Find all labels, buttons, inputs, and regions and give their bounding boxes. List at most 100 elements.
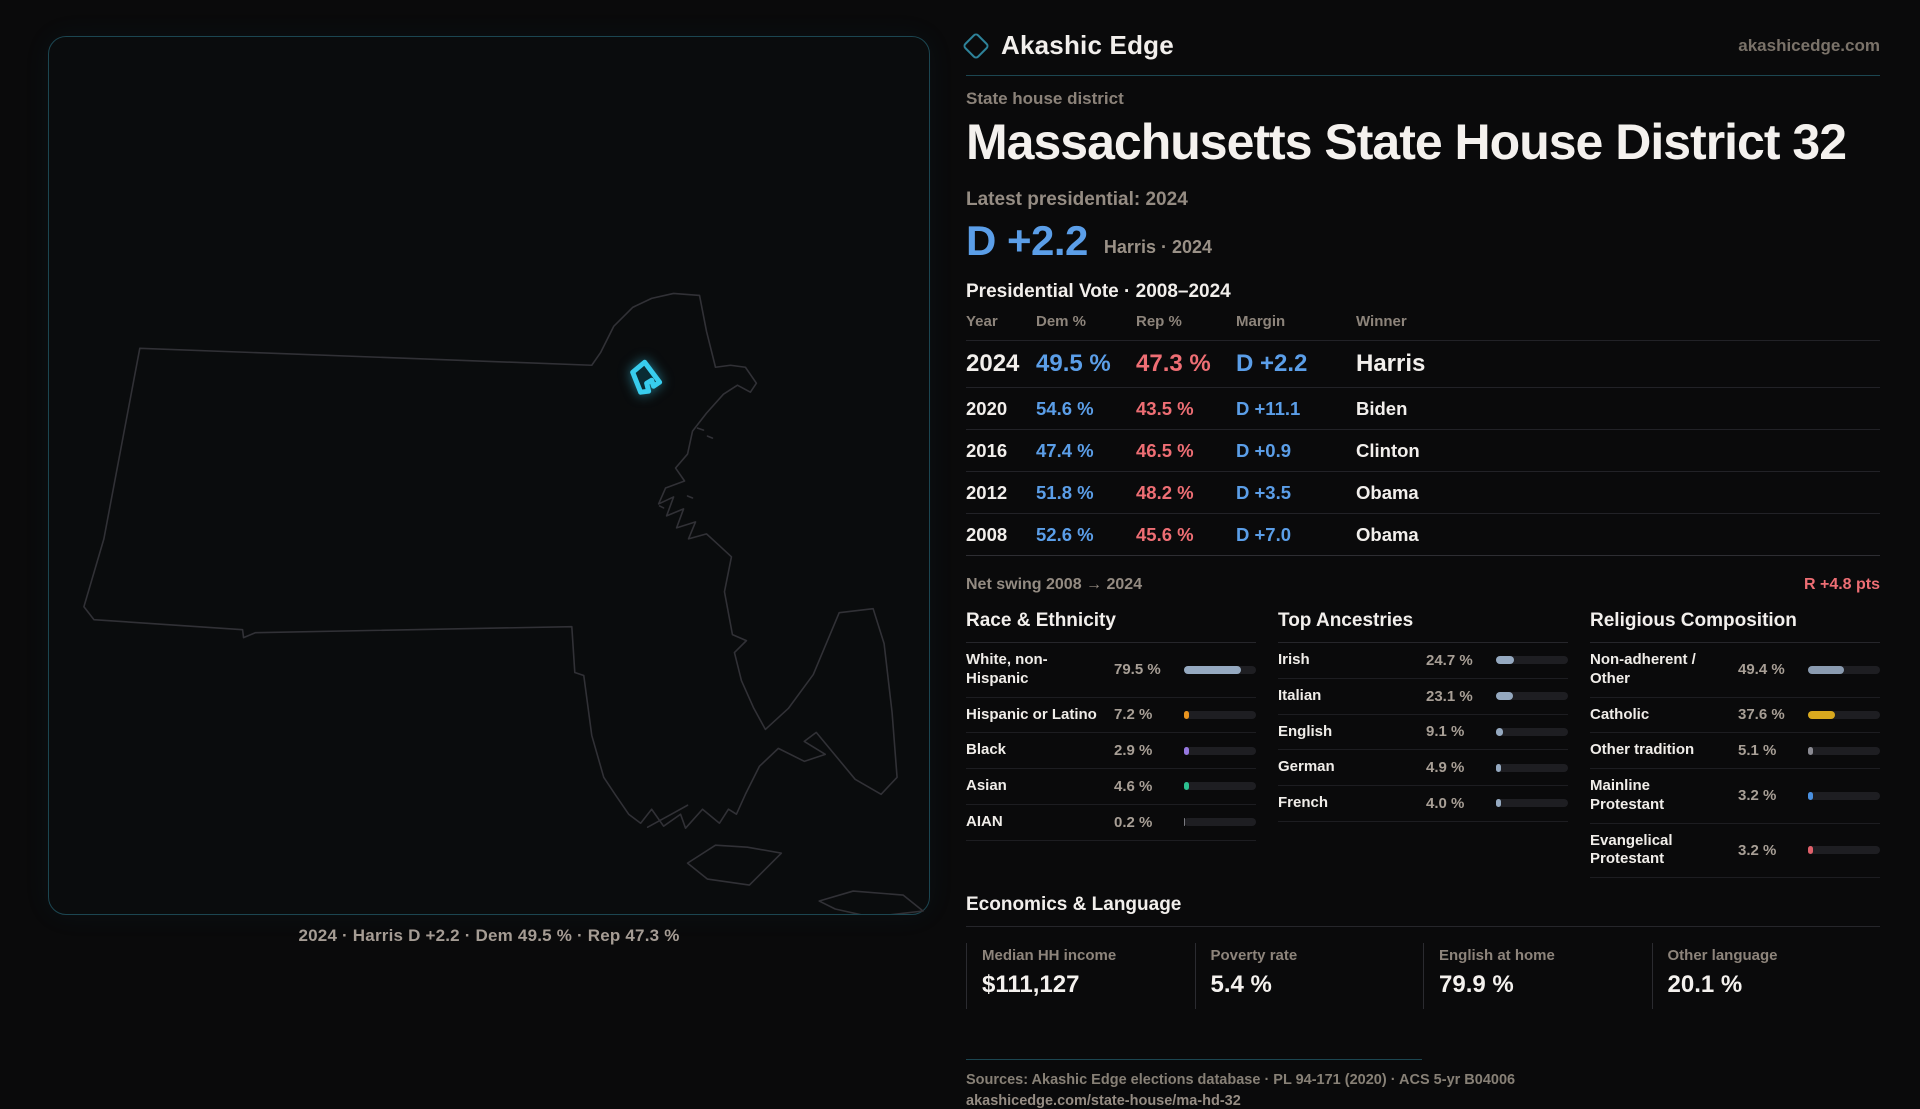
pv-cell-rep: 45.6 % xyxy=(1136,523,1194,545)
demo-bar-fill xyxy=(1496,692,1513,701)
pv-cell-rep: 48.2 % xyxy=(1136,481,1194,503)
demo-bar-track xyxy=(1808,846,1880,855)
demo-bar-track xyxy=(1496,799,1568,808)
demo-label: Evangelical Protestant xyxy=(1590,831,1673,868)
demo-value: 4.0 % xyxy=(1426,794,1465,812)
demo-bar-track xyxy=(1184,818,1256,827)
demo-value: 37.6 % xyxy=(1738,706,1785,724)
district-shape[interactable] xyxy=(630,359,663,395)
demo-bar-track xyxy=(1808,710,1880,719)
demo-label: French xyxy=(1278,794,1329,812)
demo-value: 49.4 % xyxy=(1738,661,1785,679)
state-outline xyxy=(83,292,898,829)
econ-stat-english-at-home: English at home 79.9 % xyxy=(1423,943,1652,1010)
pv-table-body: 2024 49.5 % 47.3 % D +2.2 Harris 2020 54.6 % 43… xyxy=(966,341,1880,557)
demo-label: Other tradition xyxy=(1590,741,1695,759)
econ-stat-value: 20.1 % xyxy=(1667,971,1743,999)
map-panel xyxy=(48,36,930,915)
brand-name: Akashic Edge xyxy=(1001,30,1174,60)
pv-row-2012: 2012 51.8 % 48.2 % D +3.5 Obama xyxy=(966,472,1880,515)
demo-value: 23.1 % xyxy=(1426,687,1473,705)
econ-stat-value: 79.9 % xyxy=(1439,971,1514,999)
demo-row: Evangelical Protestant 3.2 % xyxy=(1590,824,1880,879)
econ-stat-label: Median HH income xyxy=(982,947,1117,965)
site-domain-link[interactable]: akashicedge.com xyxy=(1738,35,1880,55)
demo-label: Non-adherent / Other xyxy=(1590,651,1696,687)
pv-cell-winner: Obama xyxy=(1356,523,1419,545)
page-title: Massachusetts State House District 32 xyxy=(966,114,1847,170)
demo-bar-track xyxy=(1496,727,1568,736)
detail-panel: Akashic Edge akashicedge.com State house… xyxy=(961,30,1880,1109)
footer-divider xyxy=(966,1059,1422,1061)
demo-bar-track xyxy=(1808,665,1880,674)
table-col-year: Year xyxy=(966,313,998,331)
demo-label: AIAN xyxy=(966,812,1003,830)
pv-cell-margin: D +11.1 xyxy=(1236,397,1301,419)
latest-presidential-label: Latest presidential: 2024 xyxy=(966,189,1188,210)
demo-value: 9.1 % xyxy=(1426,723,1465,741)
table-title: Presidential Vote · 2008–2024 xyxy=(966,281,1231,303)
demo-bar-fill xyxy=(1808,746,1813,755)
demo-value: 3.2 % xyxy=(1738,787,1777,805)
margin-value: D +2.2 xyxy=(966,217,1088,264)
brand: Akashic Edge xyxy=(961,30,1174,61)
demo-row: Black 2.9 % xyxy=(966,733,1256,770)
pv-cell-rep: 47.3 % xyxy=(1136,350,1211,378)
pv-row-2024: 2024 49.5 % 47.3 % D +2.2 Harris xyxy=(966,341,1880,389)
header: Akashic Edge akashicedge.com xyxy=(961,30,1880,76)
demo-row: English 9.1 % xyxy=(1278,715,1568,751)
demo-bar-track xyxy=(1184,782,1256,791)
island-marthas-vineyard xyxy=(686,844,783,886)
pv-cell-rep: 43.5 % xyxy=(1136,397,1194,419)
massachusetts-map xyxy=(83,292,924,914)
coastal-specks xyxy=(658,427,714,509)
net-swing-row: Net swing 2008 → 2024 R +4.8 pts xyxy=(966,556,1880,594)
demo-bar-track xyxy=(1808,791,1880,800)
demo-value: 2.9 % xyxy=(1114,742,1153,760)
demo-label: Catholic xyxy=(1590,705,1650,723)
demo-bar-fill xyxy=(1496,799,1501,808)
net-swing-value: R +4.8 pts xyxy=(1803,576,1880,594)
econ-stat-label: Other language xyxy=(1667,947,1778,965)
demo-group-race-ethnicity: Race & Ethnicity White, non-Hispanic 79.5 … xyxy=(966,610,1256,878)
table-col-margin: Margin xyxy=(1236,313,1286,331)
demo-row: Non-adherent / Other 49.4 % xyxy=(1590,643,1880,698)
demographics-grid: Race & Ethnicity White, non-Hispanic 79.5 … xyxy=(966,610,1880,879)
demo-bar-fill xyxy=(1808,665,1844,674)
demo-label: Mainline Protestant xyxy=(1590,777,1665,813)
demo-value: 24.7 % xyxy=(1426,651,1473,669)
demo-label: Asian xyxy=(966,777,1007,795)
table-col-winner: Winner xyxy=(1356,313,1407,331)
demo-row: Asian 4.6 % xyxy=(966,769,1256,805)
econ-stat-median-hh-income: Median HH income $111,127 xyxy=(966,943,1195,1010)
footer-permalink-link[interactable]: akashicedge.com/state-house/ma-hd-32 xyxy=(966,1093,1241,1109)
elizabeth-islands xyxy=(646,804,689,828)
pv-cell-dem: 49.5 % xyxy=(1036,350,1111,378)
pv-cell-dem: 51.8 % xyxy=(1036,481,1094,503)
demo-label: White, non-Hispanic xyxy=(966,651,1048,687)
pv-cell-year: 2020 xyxy=(966,397,1008,419)
demo-bar-fill xyxy=(1496,656,1514,665)
pv-row-2020: 2020 54.6 % 43.5 % D +11.1 Biden xyxy=(966,388,1880,431)
pv-row-2008: 2008 52.6 % 45.6 % D +7.0 Obama xyxy=(966,514,1880,557)
demo-value: 7.2 % xyxy=(1114,706,1153,724)
demo-row: AIAN 0.2 % xyxy=(966,805,1256,841)
demo-value: 3.2 % xyxy=(1738,841,1777,859)
demo-value: 4.6 % xyxy=(1114,777,1153,795)
demo-bar-track xyxy=(1496,656,1568,665)
demo-bar-track xyxy=(1808,746,1880,755)
pv-cell-dem: 52.6 % xyxy=(1036,523,1094,545)
demo-bar-fill xyxy=(1808,710,1836,719)
footer-sources: Sources: Akashic Edge elections database… xyxy=(966,1072,1516,1089)
demo-bar-track xyxy=(1496,692,1568,701)
econ-stat-label: Poverty rate xyxy=(1210,947,1298,965)
margin-subtitle: Harris · 2024 xyxy=(1103,237,1212,258)
demo-bar-fill xyxy=(1496,727,1503,736)
demo-value: 5.1 % xyxy=(1738,742,1777,760)
demo-bar-fill xyxy=(1184,710,1190,719)
demo-row: French 4.0 % xyxy=(1278,786,1568,822)
pv-cell-margin: D +3.5 xyxy=(1236,481,1292,503)
demo-bar-track xyxy=(1184,665,1256,674)
pv-cell-winner: Biden xyxy=(1356,397,1408,419)
demo-value: 0.2 % xyxy=(1114,813,1153,831)
